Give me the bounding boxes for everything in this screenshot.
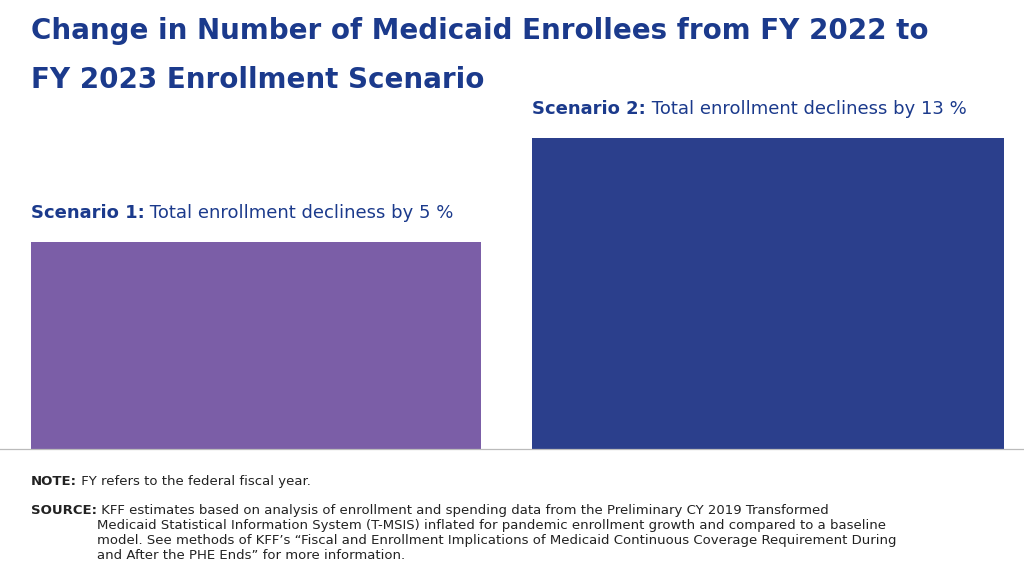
Text: Scenario 1:: Scenario 1: [31,204,144,222]
Text: FY refers to the federal fiscal year.: FY refers to the federal fiscal year. [77,475,310,488]
Text: Scenario 2:: Scenario 2: [532,100,646,118]
Text: FY 2023 Enrollment Scenario: FY 2023 Enrollment Scenario [31,66,484,94]
Bar [31,242,481,449]
Text: Total enrollment decliness by 13 %: Total enrollment decliness by 13 % [646,100,967,118]
Text: KFF estimates based on analysis of enrollment and spending data from the Prelimi: KFF estimates based on analysis of enrol… [96,504,896,562]
Text: SOURCE:: SOURCE: [31,504,96,517]
Text: NOTE:: NOTE: [31,475,77,488]
Bar [532,138,1004,449]
Text: Total enrollment decliness by 5 %: Total enrollment decliness by 5 % [144,204,454,222]
Text: Change in Number of Medicaid Enrollees from FY 2022 to: Change in Number of Medicaid Enrollees f… [31,17,928,46]
